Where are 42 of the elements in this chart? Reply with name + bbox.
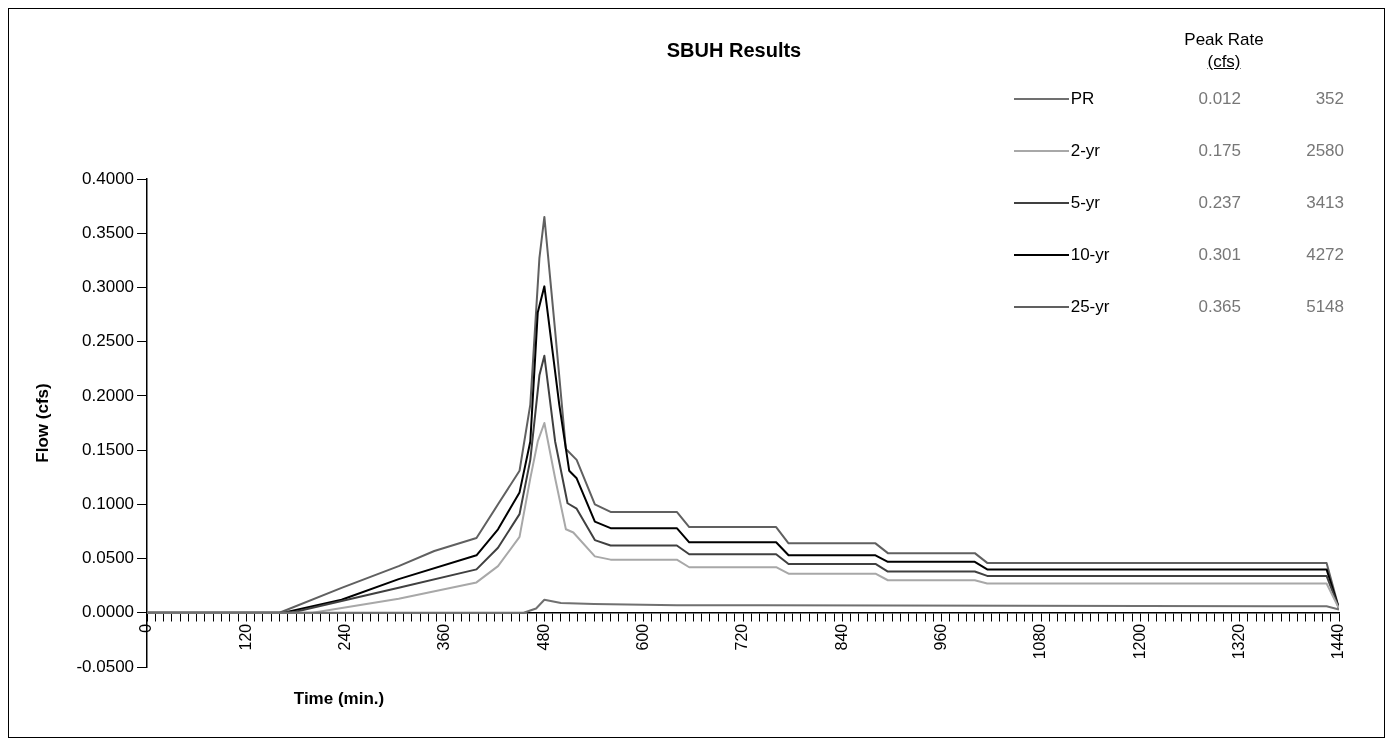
text: Peak Rate [1183, 29, 1265, 51]
annotation: 4272 [1305, 245, 1344, 265]
legend-label: 25-yr [1069, 297, 1111, 317]
y-tick-label: 0.0500 [82, 548, 135, 568]
x-tick-label: 360 [435, 623, 453, 651]
legend-label: 2-yr [1069, 141, 1101, 161]
annotation: 0.365 [1197, 297, 1243, 317]
annotation: 0.301 [1197, 245, 1243, 265]
y-tick-label: 0.3000 [82, 277, 135, 297]
x-tick-label: 1440 [1329, 623, 1347, 660]
x-tick-label: 960 [932, 623, 950, 651]
y-tick-label: 0.2500 [82, 331, 135, 351]
legend-label: 10-yr [1069, 245, 1111, 265]
x-tick-label: 840 [832, 623, 850, 651]
x-tick-label: 480 [534, 623, 552, 651]
text: (cfs) [1206, 51, 1242, 73]
chart-title: SBUH Results [665, 39, 803, 62]
y-tick-label: 0.1000 [82, 494, 135, 514]
y-tick-label: 0.2000 [82, 385, 135, 405]
legend-label: 5-yr [1069, 193, 1101, 213]
y-tick-label: 0.3500 [82, 222, 135, 242]
text: 0.012 [1197, 89, 1243, 109]
text: 0.175 [1197, 141, 1243, 161]
y-axis-title: Flow (cfs) [32, 383, 52, 463]
text: 352 [1314, 89, 1344, 109]
x-tick-label: 720 [733, 623, 751, 651]
x-axis-title: Time (min.) [292, 689, 386, 709]
y-tick-label: 0.4000 [82, 168, 135, 188]
y-tick-label: 0.0000 [82, 602, 135, 622]
y-tick-label: -0.0500 [76, 656, 135, 676]
annotation: 0.237 [1197, 193, 1243, 213]
x-tick-label: 240 [336, 623, 354, 651]
x-tick-label: 1200 [1130, 623, 1148, 660]
text: 2580 [1305, 141, 1344, 161]
x-tick-label: 120 [236, 623, 254, 651]
annotation: 3413 [1305, 193, 1344, 213]
legend-label: PR [1069, 89, 1096, 109]
annotation: 5148 [1305, 297, 1344, 317]
y-tick-label: 0.1500 [82, 439, 135, 459]
x-tick-label: 1080 [1031, 623, 1049, 660]
x-tick-label: 1320 [1230, 623, 1248, 660]
x-tick-label: 600 [634, 623, 652, 651]
